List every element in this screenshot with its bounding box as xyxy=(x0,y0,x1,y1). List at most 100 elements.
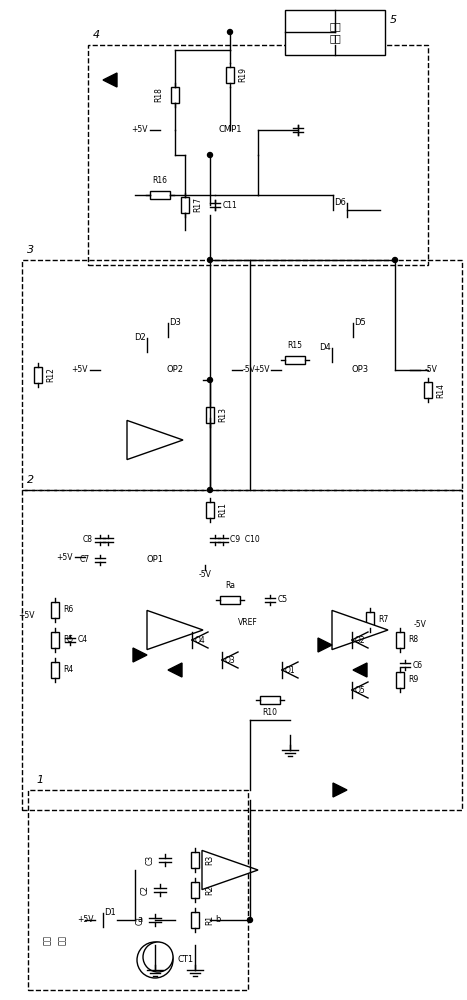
Text: +5V: +5V xyxy=(19,610,35,619)
Text: C4: C4 xyxy=(78,636,88,645)
Text: D6: D6 xyxy=(334,198,346,207)
Text: a: a xyxy=(137,916,142,924)
Text: Q5: Q5 xyxy=(354,686,365,694)
Text: OP1: OP1 xyxy=(147,556,163,564)
Text: 1: 1 xyxy=(36,775,43,785)
Text: C6: C6 xyxy=(413,660,423,670)
Text: -5V: -5V xyxy=(425,365,438,374)
Text: +5V: +5V xyxy=(77,916,93,924)
Text: R9: R9 xyxy=(408,676,418,684)
Circle shape xyxy=(207,152,212,157)
Text: C11: C11 xyxy=(223,200,238,210)
Bar xyxy=(424,382,432,398)
Text: 5: 5 xyxy=(390,15,397,25)
Text: R18: R18 xyxy=(154,88,163,102)
Bar xyxy=(226,67,234,83)
Polygon shape xyxy=(133,648,147,662)
Bar xyxy=(171,87,179,103)
Text: D4: D4 xyxy=(319,343,331,352)
Text: R16: R16 xyxy=(153,176,168,185)
Text: OP3: OP3 xyxy=(352,365,368,374)
Text: 光纤: 光纤 xyxy=(43,935,52,945)
Text: Ra: Ra xyxy=(225,581,235,590)
Text: Q1: Q1 xyxy=(285,666,295,674)
Polygon shape xyxy=(353,663,367,677)
Text: R17: R17 xyxy=(193,198,202,213)
Bar xyxy=(191,912,199,928)
Circle shape xyxy=(227,29,233,34)
Text: C3: C3 xyxy=(146,855,155,865)
Bar xyxy=(396,672,404,688)
Text: 3: 3 xyxy=(27,245,34,255)
Polygon shape xyxy=(103,73,117,87)
Bar xyxy=(285,10,385,55)
Polygon shape xyxy=(202,850,258,890)
Text: 4: 4 xyxy=(93,30,100,40)
Polygon shape xyxy=(168,663,182,677)
Text: R8: R8 xyxy=(408,636,418,645)
Bar xyxy=(260,696,280,704)
Bar xyxy=(206,407,214,423)
Bar xyxy=(181,197,189,213)
Bar xyxy=(285,356,305,364)
Bar xyxy=(28,790,248,990)
Bar xyxy=(206,502,214,518)
Text: R2: R2 xyxy=(205,885,214,895)
Text: C7: C7 xyxy=(80,556,90,564)
Text: C5: C5 xyxy=(278,595,288,604)
Text: R6: R6 xyxy=(63,605,73,614)
Bar xyxy=(366,612,374,628)
Bar xyxy=(396,632,404,648)
Text: Q3: Q3 xyxy=(225,656,235,664)
Circle shape xyxy=(207,377,212,382)
Circle shape xyxy=(143,942,173,972)
Text: R7: R7 xyxy=(378,615,388,624)
Text: +5V: +5V xyxy=(71,365,88,374)
Text: D1: D1 xyxy=(104,908,116,917)
Circle shape xyxy=(207,257,212,262)
Text: R11: R11 xyxy=(218,503,227,517)
Text: R15: R15 xyxy=(288,341,303,350)
Text: +5V: +5V xyxy=(57,552,73,562)
Text: R1: R1 xyxy=(205,915,214,925)
Text: 2: 2 xyxy=(27,475,34,485)
Polygon shape xyxy=(333,783,347,797)
Text: C8: C8 xyxy=(83,536,93,544)
Text: R4: R4 xyxy=(63,666,73,674)
Text: CMP1: CMP1 xyxy=(218,125,242,134)
Text: VREF: VREF xyxy=(238,618,258,627)
Text: R19: R19 xyxy=(238,68,247,83)
Bar xyxy=(51,662,59,678)
Text: OP2: OP2 xyxy=(167,365,184,374)
Text: R3: R3 xyxy=(205,855,214,865)
Bar xyxy=(191,882,199,898)
Text: Q4: Q4 xyxy=(195,636,205,645)
Text: R14: R14 xyxy=(436,382,445,397)
Bar xyxy=(22,260,462,490)
Text: R13: R13 xyxy=(218,408,227,422)
Bar xyxy=(150,191,170,199)
Text: D2: D2 xyxy=(134,333,146,342)
Bar xyxy=(88,45,428,265)
Text: D5: D5 xyxy=(354,318,366,327)
Bar xyxy=(220,596,240,604)
Text: 受光: 受光 xyxy=(58,935,67,945)
Text: b: b xyxy=(215,916,220,924)
Text: -5V: -5V xyxy=(198,570,212,579)
Polygon shape xyxy=(318,638,332,652)
Text: R12: R12 xyxy=(46,368,55,382)
Text: D3: D3 xyxy=(169,318,181,327)
Polygon shape xyxy=(127,420,183,460)
Bar xyxy=(191,852,199,868)
Text: 控制
电路: 控制 电路 xyxy=(329,21,341,43)
Bar xyxy=(51,632,59,648)
Text: C9  C10: C9 C10 xyxy=(230,536,260,544)
Bar xyxy=(51,602,59,618)
Polygon shape xyxy=(332,610,388,650)
Polygon shape xyxy=(147,610,203,650)
Text: C1: C1 xyxy=(136,915,145,925)
Circle shape xyxy=(392,257,397,262)
Text: Q2: Q2 xyxy=(355,636,365,645)
Text: R10: R10 xyxy=(262,708,277,717)
Circle shape xyxy=(137,942,173,978)
